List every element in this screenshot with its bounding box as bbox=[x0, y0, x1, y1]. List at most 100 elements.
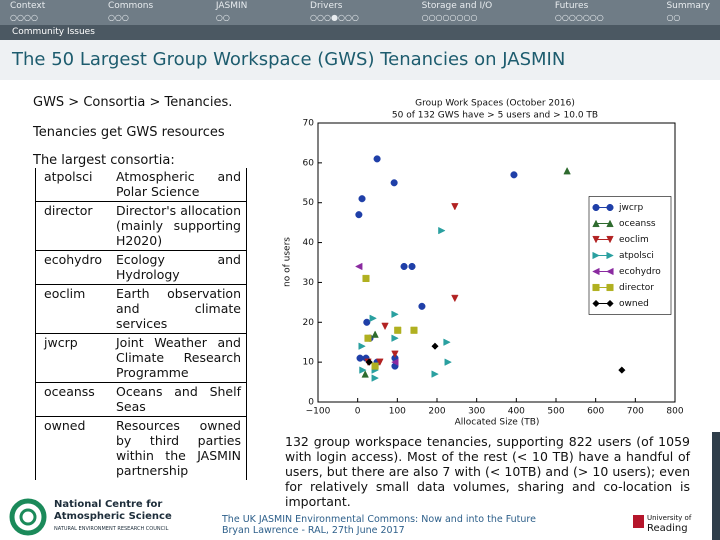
point bbox=[394, 326, 402, 334]
chart-title: Group Work Spaces (October 2016) bbox=[415, 99, 575, 109]
ncas-logo bbox=[9, 498, 47, 536]
legend-marker bbox=[606, 299, 614, 308]
table-row: eoclim Earth observation and climate serv… bbox=[36, 284, 246, 333]
x-tick-label: 0 bbox=[355, 407, 361, 417]
x-tick-label: 200 bbox=[428, 407, 445, 417]
point bbox=[451, 203, 459, 211]
legend-marker bbox=[606, 203, 614, 212]
legend-marker bbox=[592, 203, 600, 212]
table-row: jwcrp Joint Weather and Climate Research … bbox=[36, 333, 246, 382]
x-axis-label: Allocated Size (TB) bbox=[455, 418, 540, 428]
nav-item: Context ○○○○ bbox=[10, 0, 45, 25]
edge-bar bbox=[712, 432, 720, 540]
x-tick-label: 700 bbox=[627, 407, 644, 417]
point bbox=[373, 155, 381, 163]
nav-label: Summary bbox=[666, 1, 710, 11]
table-row: oceanss Oceans and Shelf Seas bbox=[36, 382, 246, 416]
y-tick-label: 40 bbox=[303, 238, 315, 248]
point bbox=[438, 226, 446, 235]
section-bar: Community Issues bbox=[0, 25, 720, 40]
nav-item: Commons ○○○ bbox=[108, 0, 153, 25]
nav-label: JASMIN bbox=[215, 1, 248, 11]
nav-label: Drivers bbox=[310, 1, 343, 11]
nav-dots: ○○○○○○○○ bbox=[421, 13, 478, 22]
org-name: National Centre for bbox=[54, 499, 162, 510]
y-tick-label: 20 bbox=[303, 318, 315, 328]
point bbox=[354, 262, 363, 271]
nav-label: Futures bbox=[554, 1, 589, 11]
table-row: director Director's allocation (mainly su… bbox=[36, 201, 246, 250]
nav-dots: ○○○ bbox=[107, 13, 129, 22]
x-tick-label: 600 bbox=[587, 407, 604, 417]
legend-label: jwcrp bbox=[618, 203, 644, 213]
point bbox=[444, 358, 452, 366]
point bbox=[359, 366, 367, 374]
point bbox=[391, 358, 399, 366]
ncas-logo bbox=[19, 508, 37, 526]
point bbox=[361, 370, 369, 378]
y-tick-label: 70 bbox=[303, 119, 315, 129]
x-tick-label: 100 bbox=[389, 407, 406, 417]
nav-label: Storage and I/O bbox=[421, 1, 493, 11]
x-tick-label: 500 bbox=[547, 407, 564, 417]
slide-title: The 50 Largest Group Workspace (GWS) Ten… bbox=[0, 40, 720, 80]
legend-marker bbox=[606, 267, 614, 276]
legend-marker bbox=[606, 235, 614, 244]
point bbox=[443, 338, 451, 346]
nav-dots: ○○○○ bbox=[10, 13, 38, 22]
point bbox=[431, 370, 439, 378]
reading-crest bbox=[633, 515, 644, 528]
legend-label: ecohydro bbox=[619, 267, 661, 277]
point bbox=[418, 302, 426, 310]
plot-frame bbox=[317, 122, 676, 403]
caption: 132 group workspace tenancies, supportin… bbox=[285, 434, 690, 509]
x-tick-label: −100 bbox=[306, 407, 331, 417]
legend-marker bbox=[592, 299, 600, 308]
table-row: ecohydro Ecology and Hydrology bbox=[36, 250, 246, 284]
legend-marker bbox=[592, 283, 600, 292]
univ-name: University of bbox=[647, 514, 692, 522]
footer: National Centre for Atmospheric Science … bbox=[0, 495, 720, 540]
y-tick-label: 10 bbox=[303, 358, 315, 368]
point bbox=[364, 334, 372, 342]
table-cell: eoclim bbox=[44, 286, 86, 301]
table-cell: owned bbox=[44, 418, 86, 433]
y-tick-label: 0 bbox=[308, 398, 314, 408]
table-row: atpolsci Atmospheric and Polar Science bbox=[36, 168, 246, 201]
table-cell: Atmospheric and Polar Science bbox=[116, 169, 241, 199]
table-cell: Earth observation and climate services bbox=[116, 286, 241, 331]
point bbox=[408, 262, 416, 271]
point bbox=[618, 366, 626, 374]
nav-label: Commons bbox=[107, 1, 154, 11]
table-cell: atpolsci bbox=[44, 169, 93, 184]
y-tick-label: 50 bbox=[303, 198, 315, 208]
table-cell: oceanss bbox=[44, 384, 95, 399]
legend-marker bbox=[606, 283, 614, 292]
nav-label: Context bbox=[10, 1, 46, 11]
legend-label: oceanss bbox=[619, 219, 656, 229]
point bbox=[355, 211, 363, 219]
point bbox=[371, 362, 379, 370]
point bbox=[371, 330, 379, 338]
legend-marker bbox=[592, 251, 600, 260]
chart-subtitle: 50 of 132 GWS have > 5 users and > 10.0 … bbox=[392, 111, 598, 121]
point bbox=[391, 334, 399, 342]
point bbox=[510, 171, 518, 179]
point bbox=[358, 195, 366, 203]
nav-dots: ○○ bbox=[666, 13, 681, 22]
table-cell: Joint Weather and Climate Research Progr… bbox=[116, 335, 241, 380]
table-cell: Resources owned by third parties within … bbox=[116, 418, 241, 478]
table-cell: jwcrp bbox=[44, 335, 78, 350]
y-axis-label: no of users bbox=[283, 237, 293, 287]
nav-dots: ○○○○○○○ bbox=[554, 13, 604, 22]
author: Bryan Lawrence - RAL, 27th June 2017 bbox=[222, 525, 405, 536]
univ-name: Reading bbox=[647, 523, 688, 534]
table-cell: Ecology and Hydrology bbox=[116, 252, 241, 282]
footer-art: National Centre for Atmospheric Science … bbox=[9, 498, 692, 536]
point bbox=[365, 358, 373, 366]
talk-title: The UK JASMIN Environmental Commons: Now… bbox=[221, 514, 536, 525]
point bbox=[391, 310, 399, 319]
nav-item: Drivers ○○○●○○○ bbox=[310, 0, 359, 25]
org-name: Atmospheric Science bbox=[54, 511, 172, 522]
